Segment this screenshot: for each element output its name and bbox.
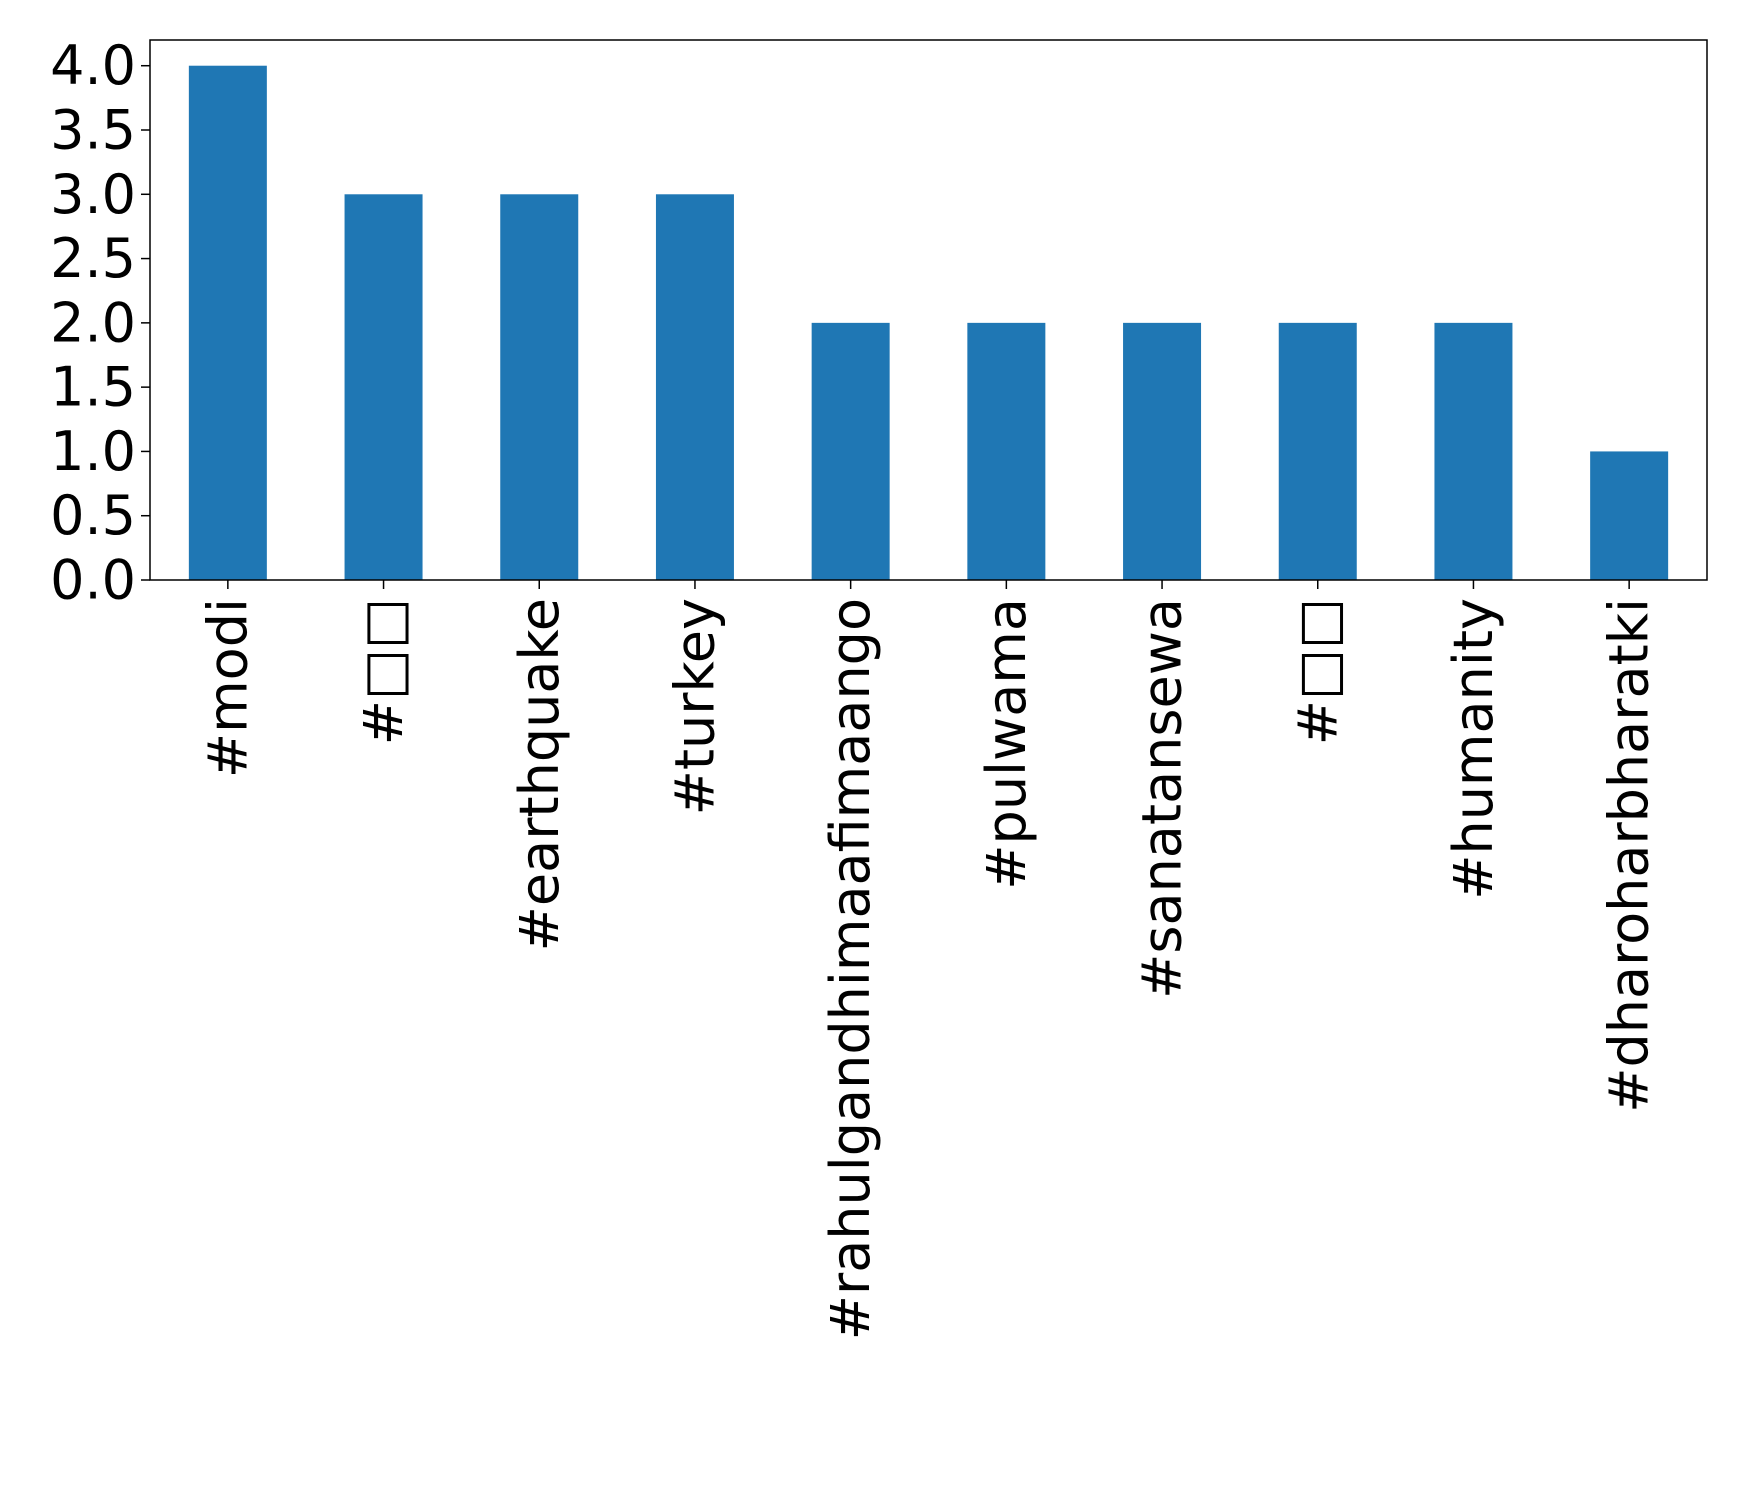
bars-group (188, 65, 1669, 581)
y-tick-label: 1.0 (50, 420, 136, 483)
y-axis: 0.00.51.01.52.02.53.03.54.0 (50, 34, 150, 612)
x-tick-label: #dharoharbharatki (1598, 598, 1661, 1113)
x-tick-label: #earthquake (508, 598, 571, 951)
y-tick-label: 3.5 (50, 99, 136, 162)
bar (344, 194, 423, 581)
bar (1434, 322, 1513, 580)
x-tick-label: #turkey (663, 598, 726, 815)
bar (1590, 451, 1669, 580)
x-tick-label: #modi (196, 598, 259, 778)
y-tick-label: 3.0 (50, 163, 136, 226)
y-tick-label: 1.5 (50, 356, 136, 419)
plot-frame (149, 39, 1708, 581)
x-tick-label: #pulwama (975, 598, 1038, 890)
x-tick-label: #□□ (1286, 598, 1349, 745)
y-tick-label: 0.5 (50, 484, 136, 547)
bar (967, 322, 1046, 580)
bar (655, 194, 734, 581)
bar (811, 322, 890, 580)
y-tick-label: 4.0 (50, 34, 136, 97)
x-tick-label: #sanatansewa (1131, 598, 1194, 999)
x-axis: #modi #□□ #earthquake #turkey #rahulgandhima… (196, 580, 1661, 1340)
x-tick-label: #□□ (352, 598, 415, 745)
x-tick-label: #humanity (1442, 598, 1505, 900)
bar (1278, 322, 1357, 580)
x-tick-label: #rahulgandhimaafimaango (819, 598, 882, 1340)
y-tick-label: 2.5 (50, 227, 136, 290)
bar (500, 194, 579, 581)
bar (1123, 322, 1202, 580)
bar (188, 65, 267, 580)
y-tick-label: 2.0 (50, 291, 136, 354)
y-tick-label: 0.0 (50, 549, 136, 612)
